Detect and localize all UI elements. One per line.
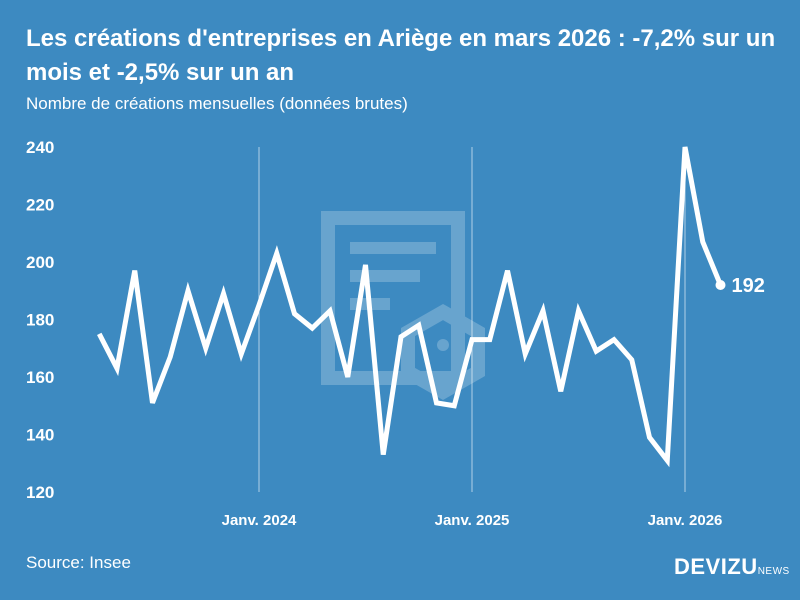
logo-main: DEVIZU	[674, 554, 758, 579]
series-line	[97, 146, 723, 468]
data-point	[715, 280, 726, 290]
chart-subtitle: Nombre de créations mensuelles (données …	[26, 94, 408, 113]
logo: DEVIZUNEWS	[674, 554, 790, 580]
x-tick-label: Janv. 2024	[222, 512, 297, 529]
x-tick-label: Janv. 2025	[435, 512, 510, 529]
source-note: Source: Insee	[26, 553, 131, 572]
y-tick-label: 220	[26, 196, 54, 215]
y-tick-label: 180	[26, 311, 54, 330]
y-tick-label: 200	[26, 253, 54, 272]
y-tick-label: 120	[26, 483, 54, 502]
last-value-label: 192	[732, 275, 765, 297]
chart-title: Les créations d'entreprises en Ariège en…	[26, 25, 776, 86]
y-tick-label: 140	[26, 426, 54, 445]
x-tick-label: Janv. 2026	[648, 512, 723, 529]
logo-small: NEWS	[757, 566, 790, 577]
y-tick-label: 160	[26, 368, 54, 387]
y-tick-label: 240	[26, 138, 54, 157]
